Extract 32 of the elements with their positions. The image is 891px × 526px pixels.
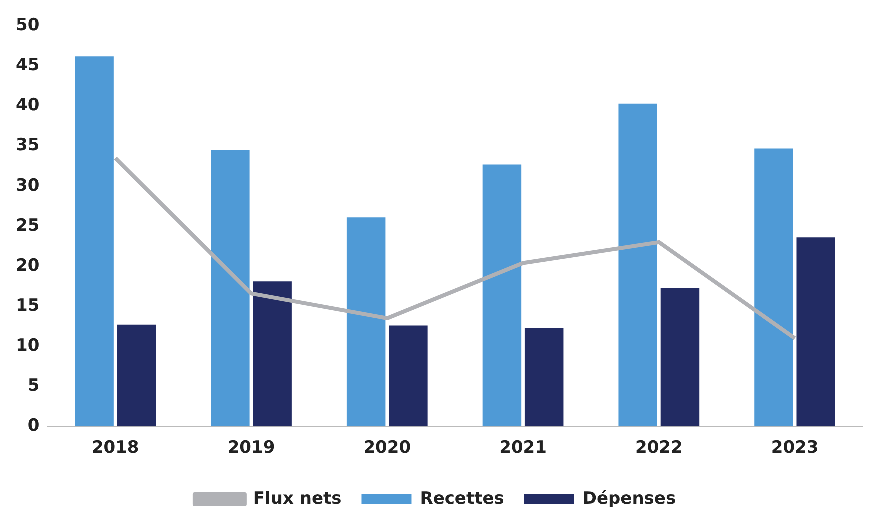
bar <box>482 164 522 427</box>
y-tick-label: 20 <box>16 256 40 276</box>
y-tick-label: 40 <box>16 96 40 116</box>
bar <box>117 324 156 427</box>
x-tick-label: 2021 <box>500 438 547 458</box>
x-tick-label: 2019 <box>228 438 276 458</box>
legend-label: Dépenses <box>582 488 676 509</box>
y-tick-label: 30 <box>16 176 40 196</box>
bar <box>524 328 564 427</box>
bar <box>346 218 386 427</box>
y-tick-label: 45 <box>16 56 40 76</box>
y-tick-label: 5 <box>28 376 40 396</box>
bar <box>253 282 292 427</box>
bar <box>660 288 700 427</box>
y-tick-label: 0 <box>28 416 40 436</box>
legend-label: Flux nets <box>253 488 342 509</box>
y-tick-label: 35 <box>16 136 40 156</box>
x-tick-label: 2022 <box>636 438 683 458</box>
y-tick-label: 10 <box>16 336 40 356</box>
bar <box>796 238 836 427</box>
x-tick-label: 2023 <box>771 438 819 458</box>
x-tick-label: 2018 <box>92 438 140 458</box>
bar <box>75 56 114 427</box>
bar <box>389 326 428 427</box>
y-tick-label: 15 <box>16 296 40 316</box>
bar <box>211 150 250 427</box>
legend-label: Recettes <box>420 488 504 509</box>
bar <box>618 104 658 427</box>
bar <box>754 148 794 427</box>
x-tick-label: 2020 <box>364 438 412 458</box>
y-tick-label: 25 <box>16 216 40 236</box>
y-tick-label: 50 <box>16 16 40 36</box>
